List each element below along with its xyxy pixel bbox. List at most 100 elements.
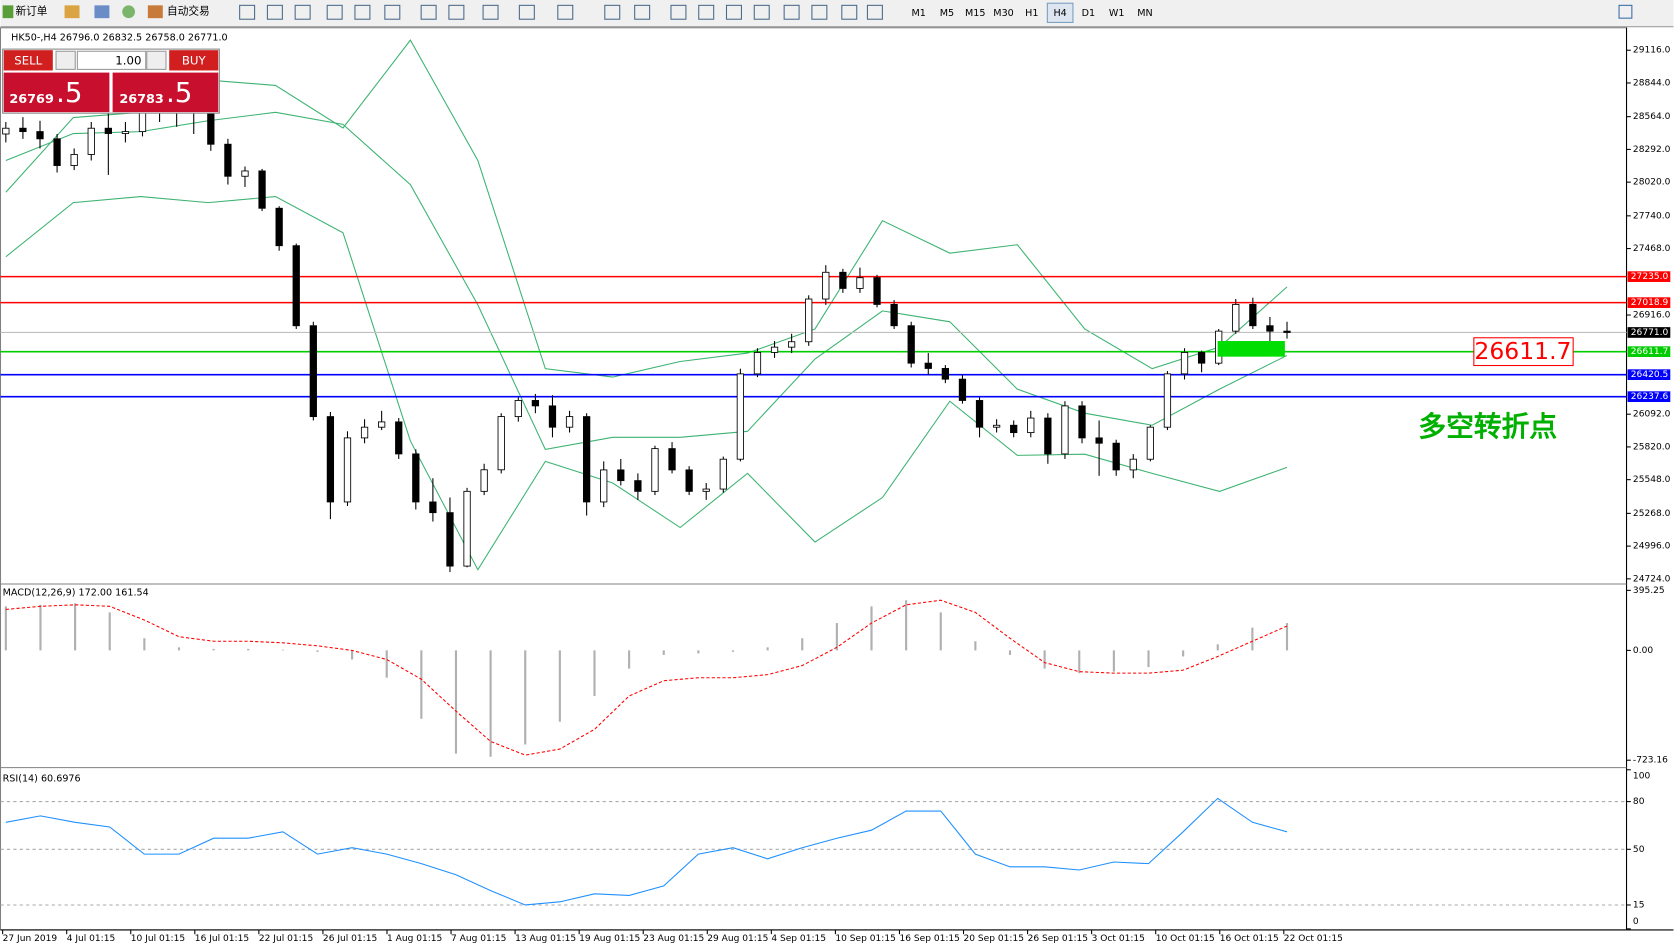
tool-icon[interactable] bbox=[866, 4, 883, 20]
candle-body bbox=[668, 448, 676, 471]
macd-tick-label: 395.25 bbox=[1633, 586, 1665, 596]
candle-body bbox=[36, 131, 44, 140]
callout-label: 26611.7 bbox=[1474, 337, 1571, 365]
highlight-zone bbox=[1217, 341, 1285, 357]
timeframe-button[interactable]: M1 bbox=[911, 8, 925, 19]
x-tick-label: 16 Sep 01:15 bbox=[899, 934, 960, 944]
auto-trading-icon[interactable] bbox=[147, 5, 163, 19]
rsi-tick-label: 80 bbox=[1633, 797, 1645, 807]
timeframe-button[interactable]: D1 bbox=[1082, 8, 1096, 19]
tool-icon[interactable] bbox=[783, 4, 800, 20]
timeframe-button[interactable]: M5 bbox=[940, 8, 954, 19]
lot-input[interactable] bbox=[76, 50, 147, 70]
callout-box bbox=[1473, 337, 1574, 367]
chart-title: HK50-,H4 26796.0 26832.5 26758.0 26771.0 bbox=[11, 32, 227, 43]
tool-icon[interactable] bbox=[326, 4, 343, 20]
candle-body bbox=[343, 437, 352, 503]
candle-body bbox=[275, 207, 283, 247]
note: 多空转折点 bbox=[1418, 410, 1557, 443]
candle-body bbox=[565, 416, 574, 428]
horizontal-line-label: 26237.6 bbox=[1631, 392, 1669, 402]
rsi-tick-label: 0 bbox=[1633, 917, 1639, 927]
y-tick-label: 28020.0 bbox=[1633, 178, 1671, 188]
tool-icon[interactable] bbox=[604, 4, 621, 20]
x-tick-label: 3 Oct 01:15 bbox=[1092, 934, 1145, 944]
lot-value[interactable]: 1.00 bbox=[115, 53, 141, 67]
x-tick-label: 29 Aug 01:15 bbox=[707, 934, 768, 944]
tool-icon[interactable] bbox=[518, 4, 535, 20]
toolbar bbox=[0, 0, 1674, 27]
tool-icon[interactable] bbox=[634, 4, 651, 20]
tool-icon[interactable] bbox=[294, 4, 311, 20]
candle-body bbox=[1266, 325, 1274, 332]
timeframe-button[interactable]: M15 bbox=[965, 8, 986, 19]
tool-icon[interactable] bbox=[384, 4, 401, 20]
candle-body bbox=[753, 352, 762, 375]
lot-up[interactable] bbox=[146, 50, 167, 70]
tool-icon[interactable] bbox=[266, 4, 283, 20]
tool-icon[interactable] bbox=[670, 4, 687, 20]
candle-body bbox=[207, 111, 215, 145]
tool-icon[interactable] bbox=[557, 4, 574, 20]
tool-icon[interactable] bbox=[725, 4, 742, 20]
buy-button[interactable] bbox=[169, 50, 219, 71]
candle-body bbox=[412, 453, 420, 503]
buy-price[interactable]: 26783 bbox=[119, 92, 164, 107]
candle-body bbox=[1180, 352, 1189, 375]
candle-body bbox=[1146, 426, 1154, 460]
tool-icon[interactable] bbox=[482, 4, 499, 20]
new-order-icon[interactable] bbox=[2, 5, 14, 19]
candle-body bbox=[446, 512, 454, 567]
sell-button[interactable] bbox=[3, 50, 53, 71]
timeframe-button[interactable]: M30 bbox=[993, 8, 1014, 19]
toolbar-icon[interactable] bbox=[94, 5, 110, 19]
candle-body bbox=[856, 277, 864, 289]
tool-icon[interactable] bbox=[448, 4, 465, 20]
x-tick-label: 10 Sep 01:15 bbox=[835, 934, 895, 944]
tool-icon[interactable] bbox=[841, 4, 858, 20]
bollinger-middle bbox=[5, 111, 1288, 450]
rsi-tick-label: 100 bbox=[1633, 772, 1651, 782]
sell-price[interactable]: 26769 bbox=[9, 92, 54, 107]
sell-label[interactable]: SELL bbox=[14, 53, 42, 67]
candle-body bbox=[1232, 304, 1240, 332]
new-order-button[interactable]: 新订单 bbox=[15, 5, 47, 18]
candle-body bbox=[873, 277, 881, 305]
sell-price-fraction[interactable]: .5 bbox=[56, 76, 82, 109]
horizontal-line-tag bbox=[1627, 297, 1671, 308]
candle-body bbox=[1027, 417, 1035, 434]
y-tick-label: 24724.0 bbox=[1633, 574, 1671, 584]
lot-down[interactable] bbox=[55, 50, 76, 70]
timeframe-button[interactable]: H1 bbox=[1025, 8, 1038, 19]
tool-icon[interactable] bbox=[811, 4, 828, 20]
sell-price-box[interactable] bbox=[3, 72, 110, 113]
macd-signal bbox=[5, 599, 1288, 756]
tool-icon[interactable] bbox=[420, 4, 437, 20]
candle-body bbox=[770, 346, 779, 353]
x-tick-label: 26 Sep 01:15 bbox=[1028, 934, 1089, 944]
candle-body bbox=[685, 469, 693, 492]
toolbar-icon[interactable] bbox=[64, 5, 80, 19]
toolbar-icon[interactable] bbox=[122, 5, 136, 19]
order-panel: SELL 1.00 BUY 26769 .5 26783 .5 bbox=[2, 48, 220, 114]
candle-body bbox=[702, 488, 710, 492]
horizontal-line-tag bbox=[1627, 369, 1671, 380]
tool-icon[interactable] bbox=[753, 4, 770, 20]
tool-icon[interactable] bbox=[354, 4, 371, 20]
rsi-line bbox=[5, 797, 1288, 906]
buy-price-fraction[interactable]: .5 bbox=[166, 76, 192, 109]
timeframe-button[interactable]: MN bbox=[1137, 8, 1152, 19]
buy-price-box[interactable] bbox=[112, 72, 219, 113]
search-icon[interactable] bbox=[1618, 4, 1633, 19]
current-price-label: 26771.0 bbox=[1631, 328, 1669, 338]
timeframe-button[interactable]: W1 bbox=[1109, 8, 1125, 19]
candle-body bbox=[514, 400, 522, 418]
tool-icon[interactable] bbox=[698, 4, 715, 20]
tool-icon[interactable] bbox=[239, 4, 256, 20]
timeframe-button[interactable]: H4 bbox=[1053, 8, 1066, 19]
candle-body bbox=[292, 245, 300, 327]
y-tick-label: 25268.0 bbox=[1633, 509, 1671, 519]
buy-label[interactable]: BUY bbox=[182, 53, 207, 67]
auto-trading-button[interactable]: 自动交易 bbox=[167, 5, 210, 18]
horizontal-line-label: 26611.7 bbox=[1631, 347, 1668, 357]
